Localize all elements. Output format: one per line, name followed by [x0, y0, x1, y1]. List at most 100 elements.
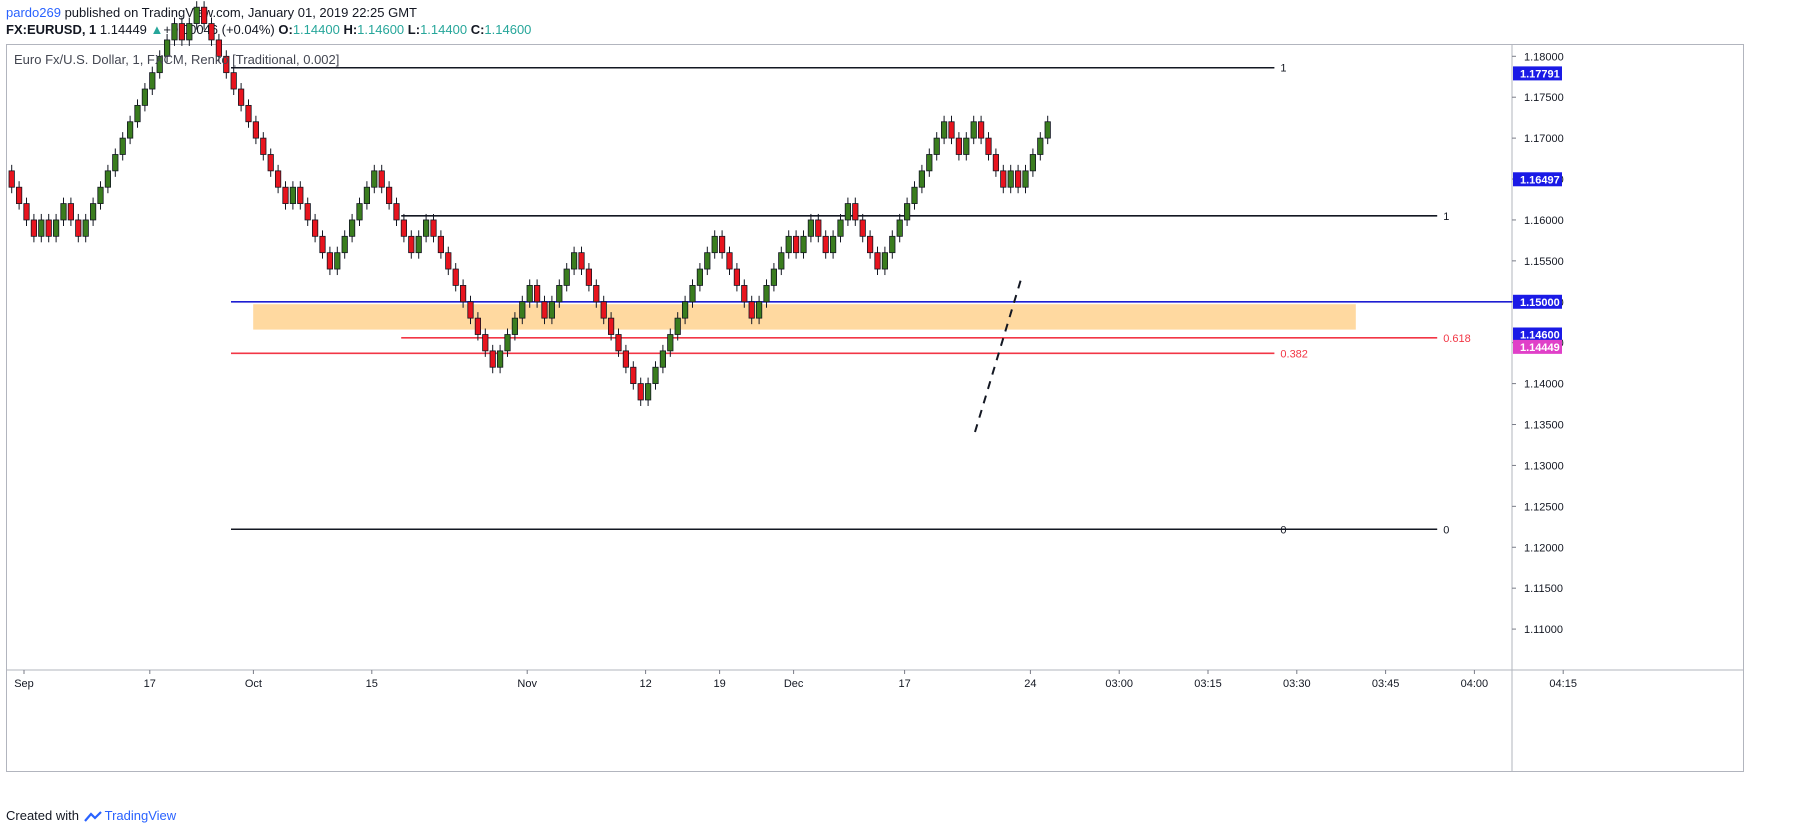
- renko-brick: [252, 121, 259, 139]
- renko-brick: [208, 23, 215, 41]
- price-tick-label: 1.17000: [1524, 133, 1564, 145]
- price-tag-box: [1513, 339, 1562, 354]
- publish-text: published on TradingView.com, January 01…: [60, 5, 417, 20]
- author-link[interactable]: pardo269: [6, 5, 61, 20]
- renko-brick: [67, 203, 74, 221]
- renko-brick: [630, 366, 637, 385]
- renko-brick: [459, 285, 467, 303]
- renko-brick: [541, 301, 548, 319]
- renko-brick: [30, 219, 38, 237]
- renko-brick: [770, 268, 778, 286]
- renko-brick: [600, 301, 607, 319]
- renko-brick: [178, 23, 185, 41]
- renko-brick: [149, 72, 156, 90]
- renko-brick: [356, 203, 363, 221]
- renko-brick: [496, 350, 504, 368]
- supply-zone: [253, 304, 1356, 330]
- price-tag-box: [1513, 66, 1562, 81]
- renko-brick: [274, 170, 282, 188]
- renko-brick: [393, 203, 400, 221]
- renko-brick: [985, 137, 992, 155]
- time-tick-label: 24: [1024, 678, 1036, 690]
- renko-brick: [245, 104, 252, 123]
- renko-brick: [60, 203, 67, 221]
- publish-info: pardo269 published on TradingView.com, J…: [6, 5, 417, 20]
- low-label: L:: [407, 22, 421, 37]
- time-tick-label: 03:30: [1283, 678, 1311, 690]
- fib-level-label: 0: [1280, 524, 1286, 536]
- renko-brick: [881, 252, 889, 270]
- low-value: 1.14400: [420, 22, 468, 37]
- close-value: 1.14600: [484, 22, 532, 37]
- price-tick-label: 1.17500: [1524, 92, 1564, 104]
- renko-brick: [223, 55, 230, 74]
- renko-brick: [341, 235, 348, 254]
- renko-brick: [215, 39, 222, 57]
- renko-brick: [837, 219, 844, 237]
- renko-brick: [474, 317, 482, 335]
- created-with-label: Created with: [6, 808, 79, 823]
- price-tag-label: 1.16497: [1520, 174, 1560, 186]
- renko-brick: [422, 219, 430, 237]
- renko-brick: [756, 301, 763, 319]
- renko-brick: [889, 235, 896, 254]
- tradingview-brand[interactable]: TradingView: [104, 808, 177, 823]
- renko-brick: [933, 137, 940, 155]
- price-tick-label: 1.14000: [1524, 379, 1564, 391]
- renko-brick: [193, 6, 200, 24]
- time-tick-label: 19: [713, 678, 725, 690]
- price-tick-label: 1.12500: [1524, 501, 1564, 513]
- renko-brick: [82, 219, 89, 237]
- renko-brick: [615, 334, 622, 352]
- renko-brick: [778, 252, 785, 270]
- renko-brick: [519, 301, 526, 319]
- renko-brick: [682, 301, 689, 319]
- renko-brick: [1007, 170, 1014, 188]
- renko-brick: [548, 301, 556, 319]
- renko-brick: [430, 219, 437, 237]
- renko-brick: [385, 186, 393, 204]
- renko-brick: [326, 252, 334, 270]
- renko-brick: [8, 170, 15, 188]
- renko-brick: [578, 252, 585, 270]
- renko-brick: [408, 235, 415, 254]
- renko-brick: [230, 72, 237, 90]
- renko-brick: [867, 235, 874, 254]
- last-price: 1.14449: [99, 22, 147, 37]
- renko-brick: [445, 252, 452, 270]
- renko-brick: [363, 186, 371, 204]
- renko-brick: [852, 203, 859, 221]
- price-tick-label: 1.18000: [1524, 51, 1564, 63]
- renko-brick: [23, 203, 30, 221]
- renko-brick: [667, 334, 674, 352]
- renko-brick: [807, 219, 815, 237]
- renko-brick: [1022, 170, 1029, 188]
- renko-brick: [711, 235, 718, 254]
- price-tag-box: [1513, 327, 1562, 342]
- time-tick-label: Oct: [245, 678, 262, 690]
- price-tick-label: 1.15500: [1524, 256, 1564, 268]
- renko-brick: [741, 285, 748, 303]
- fib-level-label: 0.618: [1443, 333, 1471, 345]
- close-label: C:: [470, 22, 485, 37]
- price-tick-label: 1.16000: [1524, 215, 1564, 227]
- renko-brick: [45, 219, 52, 237]
- time-tick-label: Dec: [784, 678, 804, 690]
- chart-frame[interactable]: [6, 44, 1744, 772]
- time-tick-label: 04:00: [1461, 678, 1489, 690]
- renko-brick: [371, 170, 378, 188]
- renko-brick: [260, 137, 267, 155]
- open-value: 1.14400: [292, 22, 340, 37]
- renko-brick: [815, 219, 822, 237]
- price-tag-label: 1.14600: [1520, 330, 1560, 342]
- renko-brick: [652, 366, 659, 385]
- price-tick-label: 1.12000: [1524, 542, 1564, 554]
- tradingview-logo-icon: [83, 810, 102, 822]
- renko-brick: [896, 219, 903, 237]
- time-tick-label: 04:15: [1549, 678, 1577, 690]
- renko-brick: [15, 186, 23, 204]
- renko-brick: [904, 203, 911, 221]
- renko-brick: [1037, 137, 1044, 155]
- fib-level-label: 0: [1443, 524, 1449, 536]
